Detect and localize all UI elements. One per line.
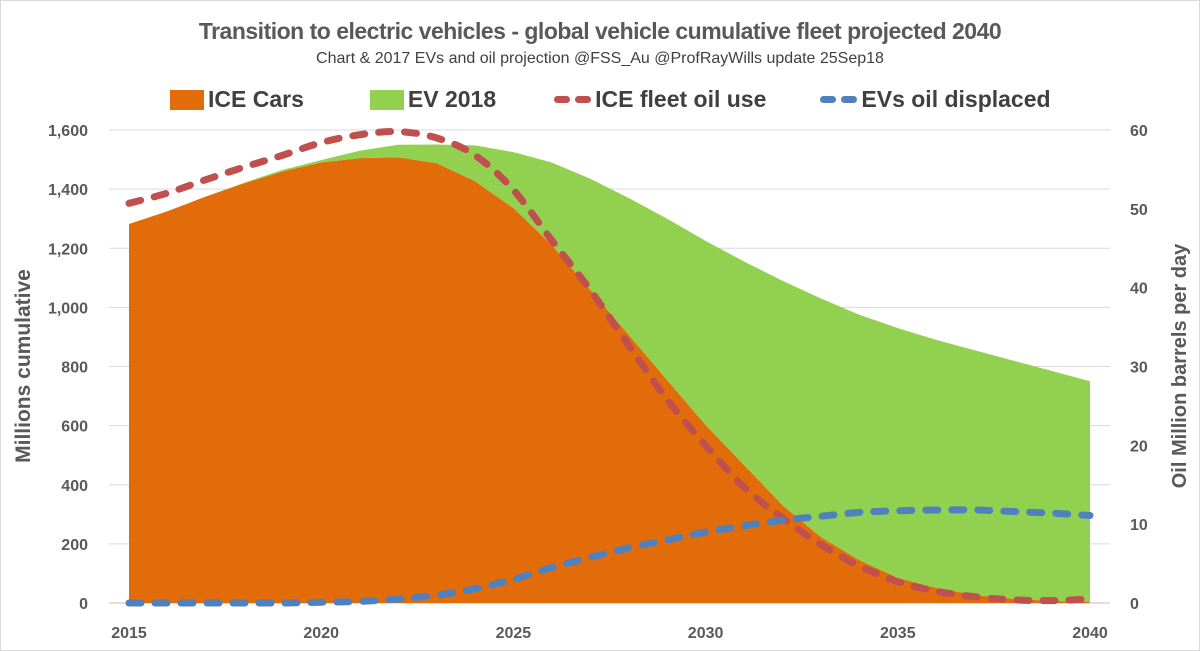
y2-tick-label: 10 xyxy=(1130,517,1148,534)
y2-tick-label: 60 xyxy=(1130,123,1148,140)
y-tick-label: 1,000 xyxy=(48,300,88,317)
y-tick-label: 800 xyxy=(61,360,88,377)
line-ice-fleet-oil-use xyxy=(125,127,1094,605)
legend: ICE Cars EV 2018 ICE fleet oil use EVs o… xyxy=(170,86,1103,113)
area-ice-cars xyxy=(129,157,1090,603)
legend-item-ev-2018: EV 2018 xyxy=(369,86,497,113)
x-tick-label: 2035 xyxy=(880,625,916,642)
y2-axis-label: Oil Million barrels per day xyxy=(1169,243,1191,488)
y-tick-label: 0 xyxy=(79,596,88,613)
x-tick-label: 2015 xyxy=(111,625,147,642)
x-tick-label: 2030 xyxy=(688,625,724,642)
y-axis-label: Millions cumulative xyxy=(12,269,35,463)
y-tick-label: 400 xyxy=(61,478,88,495)
y2-tick-label: 20 xyxy=(1130,438,1148,455)
y2-tick-label: 0 xyxy=(1130,596,1139,613)
x-tick-label: 2040 xyxy=(1072,625,1108,642)
y2-tick-label: 40 xyxy=(1130,281,1148,298)
y-tick-label: 200 xyxy=(61,537,88,554)
y2-tick-label: 30 xyxy=(1130,360,1148,377)
x-tick-label: 2020 xyxy=(303,625,339,642)
legend-swatch-ev-2018 xyxy=(369,89,404,110)
y-tick-label: 1,200 xyxy=(48,241,88,258)
y-tick-label: 1,600 xyxy=(48,123,88,140)
legend-swatch-ev-oil xyxy=(820,96,858,103)
chart-title: Transition to electric vehicles - global… xyxy=(198,18,1002,44)
legend-label-ev-2018: EV 2018 xyxy=(407,86,497,112)
y2-tick-label: 50 xyxy=(1130,202,1148,219)
legend-item-ice-oil: ICE fleet oil use xyxy=(554,86,766,113)
chart-subtitle: Chart & 2017 EVs and oil projection @FSS… xyxy=(316,50,884,67)
legend-item-ice-cars: ICE Cars xyxy=(170,86,304,113)
legend-label-ev-oil: EVs oil displaced xyxy=(861,86,1051,112)
y-tick-label: 600 xyxy=(61,419,88,436)
line-evs-oil-displaced xyxy=(125,506,1094,607)
legend-swatch-ice-cars xyxy=(170,89,204,110)
legend-label-ice-oil: ICE fleet oil use xyxy=(595,86,767,112)
legend-swatch-ice-oil xyxy=(554,96,592,103)
x-tick-label: 2025 xyxy=(496,625,532,642)
legend-item-ev-oil: EVs oil displaced xyxy=(820,86,1051,113)
y-tick-label: 1,400 xyxy=(48,182,88,199)
legend-label-ice-cars: ICE Cars xyxy=(208,86,304,112)
area-ev-2018 xyxy=(129,144,1090,603)
